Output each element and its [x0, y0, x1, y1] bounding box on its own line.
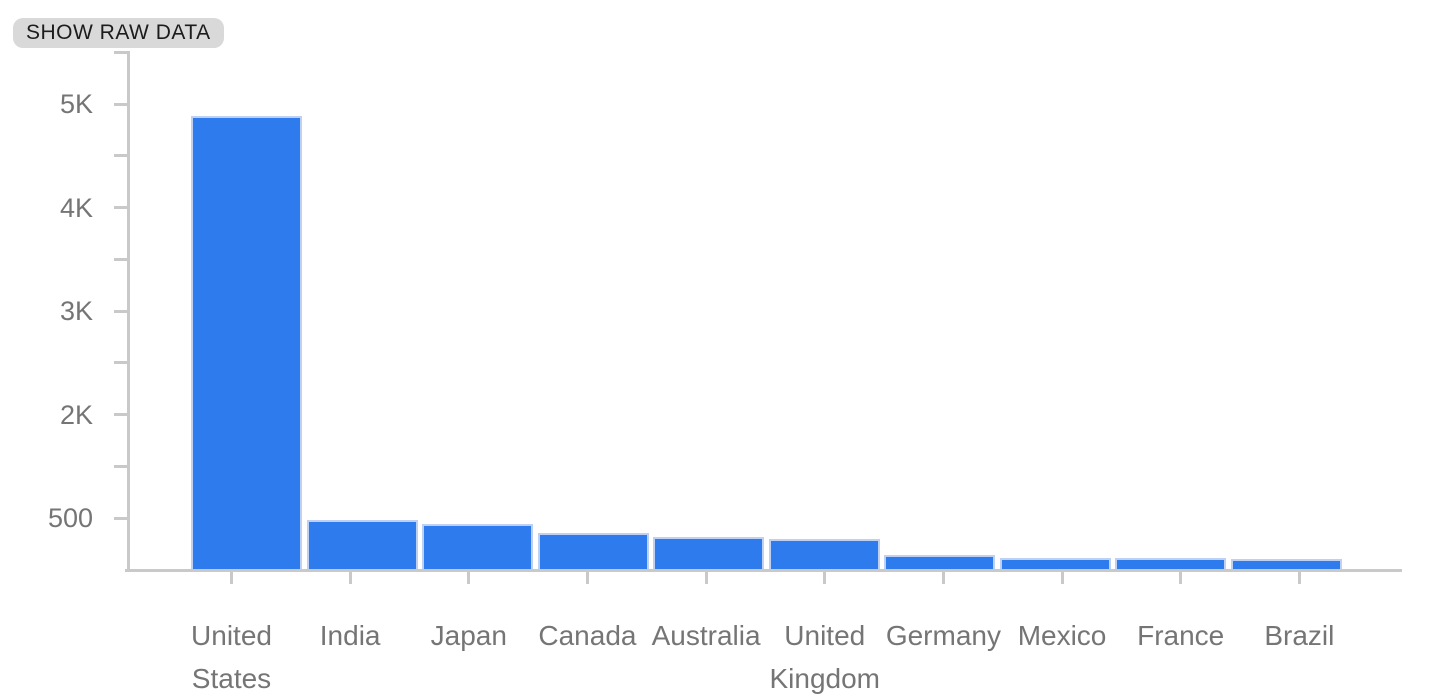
y-axis-tick [114, 516, 130, 520]
y-axis-tick [114, 50, 130, 54]
y-axis-tick-label: 4K [59, 192, 93, 223]
y-axis-tick [114, 464, 130, 468]
x-axis-tick [348, 571, 352, 584]
bar-france[interactable] [1115, 558, 1227, 569]
x-axis-tick-label: Brazil [1264, 620, 1335, 651]
show-raw-data-button[interactable]: SHOW RAW DATA [13, 18, 224, 48]
x-axis-tick-label: United States [191, 620, 272, 694]
x-axis-tick [1060, 571, 1064, 584]
bar-united-states[interactable] [191, 116, 302, 569]
bar-canada[interactable] [537, 533, 649, 569]
y-axis-tick-label: 5K [59, 89, 93, 119]
x-axis-tick [704, 571, 708, 584]
bar-mexico[interactable] [999, 558, 1111, 569]
y-axis-tick [114, 257, 130, 261]
bar-india[interactable] [306, 520, 418, 569]
bar-japan[interactable] [422, 523, 534, 569]
y-axis-tick-label: 3K [59, 296, 93, 326]
bar-australia[interactable] [653, 536, 765, 569]
x-axis-tick [230, 571, 233, 584]
y-axis-tick [114, 102, 130, 106]
y-axis-tick-label: 2K [59, 399, 93, 430]
x-axis-tick-label: Australia [651, 620, 761, 651]
x-axis-tick-label: Germany [885, 620, 1001, 651]
bar-united-kingdom[interactable] [768, 539, 880, 569]
x-axis-tick [1297, 571, 1301, 584]
x-axis-tick-label: United Kingdom [769, 620, 880, 694]
y-axis-tick [114, 309, 130, 313]
y-axis-tick [114, 361, 130, 365]
x-axis-tick-label: India [319, 620, 381, 651]
x-axis-tick [467, 571, 471, 584]
y-axis-tick [114, 206, 130, 209]
y-axis-tick [114, 154, 130, 158]
x-axis-tick [941, 571, 945, 584]
x-axis-tick [823, 571, 827, 584]
bar-germany[interactable] [884, 554, 996, 569]
bar-brazil[interactable] [1230, 559, 1342, 569]
x-axis-tick-label: Canada [538, 620, 637, 651]
x-axis-tick-label: France [1137, 620, 1225, 651]
x-axis-tick-label: Mexico [1017, 620, 1107, 651]
x-axis-tick [1179, 571, 1183, 584]
y-axis-tick-label: 500 [47, 503, 93, 533]
y-axis-tick [114, 413, 130, 416]
x-axis-line [125, 568, 1402, 572]
x-axis-tick [585, 571, 589, 584]
x-axis-tick-label: Japan [430, 620, 507, 651]
